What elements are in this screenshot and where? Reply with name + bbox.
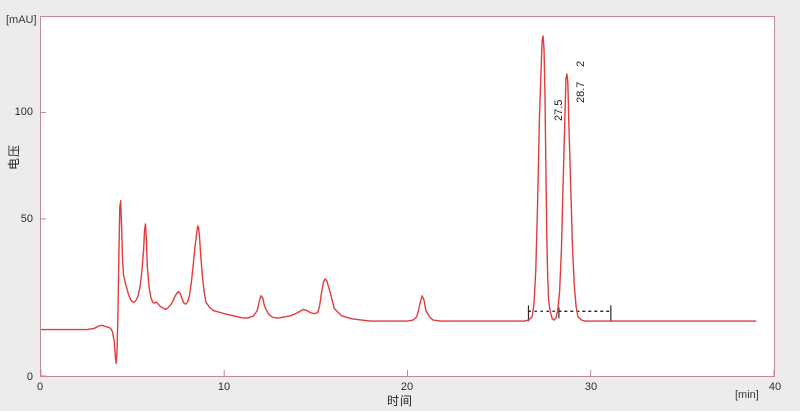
x-axis-unit-label: [min] bbox=[735, 389, 759, 401]
y-tick-label-100: 100 bbox=[14, 106, 33, 118]
x-tick-label-40: 40 bbox=[768, 381, 782, 393]
x-tick-label-30: 30 bbox=[584, 381, 598, 393]
y-axis-title: 电压 bbox=[7, 143, 21, 170]
y-tick-marks bbox=[41, 111, 46, 376]
x-tick-marks bbox=[41, 370, 774, 376]
peak-annotation-retention-1: 27.5 bbox=[553, 99, 565, 121]
peak-annotation-number-2: 2 bbox=[575, 60, 587, 67]
chromatogram-trace-svg bbox=[41, 35, 774, 376]
y-axis-unit-label: [mAU] bbox=[6, 14, 37, 26]
y-tick-label-50: 50 bbox=[20, 213, 33, 225]
x-tick-label-0: 0 bbox=[36, 381, 44, 393]
peak-annotation-retention-2: 28.7 bbox=[575, 81, 587, 103]
x-axis-title: 时间 bbox=[386, 394, 413, 408]
x-tick-label-20: 20 bbox=[400, 381, 414, 393]
y-tick-label-0: 0 bbox=[26, 371, 33, 383]
x-tick-label-10: 10 bbox=[217, 381, 231, 393]
signal-trace bbox=[41, 35, 757, 365]
plot-area[interactable]: 27.5 28.7 2 bbox=[40, 16, 775, 377]
integration-baseline bbox=[527, 305, 612, 322]
